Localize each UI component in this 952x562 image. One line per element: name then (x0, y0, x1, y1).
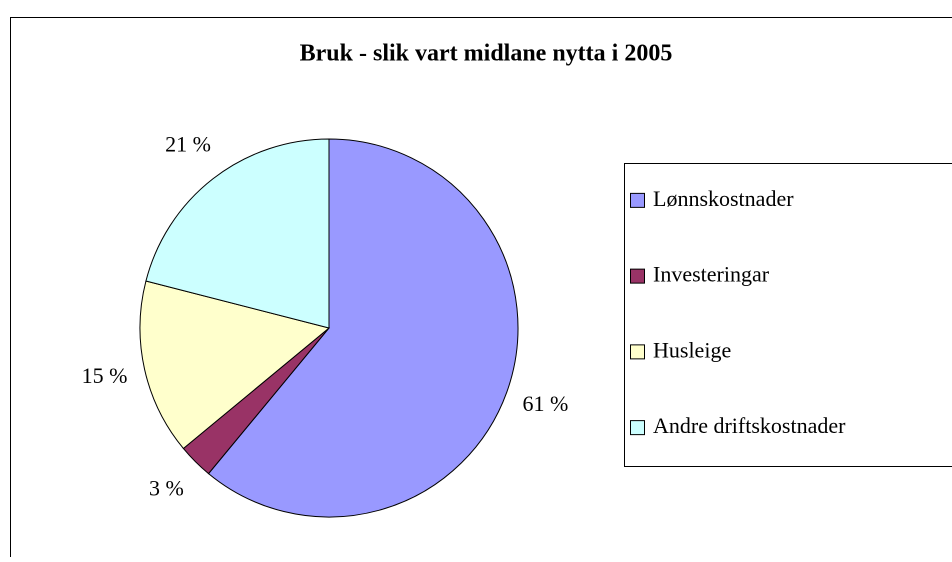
legend-swatch (631, 421, 645, 435)
legend-swatch (631, 269, 645, 283)
legend-swatch (631, 193, 645, 207)
chart-title: Bruk - slik vart midlane nytta i 2005 (300, 41, 673, 67)
legend-label: Investeringar (653, 262, 770, 287)
legend-label: Lønnskostnader (653, 186, 794, 211)
legend-label: Husleige (653, 337, 731, 362)
legend-label: Andre driftskostnader (653, 413, 846, 438)
data-label: 3 % (149, 476, 184, 501)
data-label: 61 % (522, 391, 568, 416)
data-label: 15 % (82, 363, 128, 388)
data-label: 21 % (165, 131, 211, 156)
legend-swatch (631, 345, 645, 359)
